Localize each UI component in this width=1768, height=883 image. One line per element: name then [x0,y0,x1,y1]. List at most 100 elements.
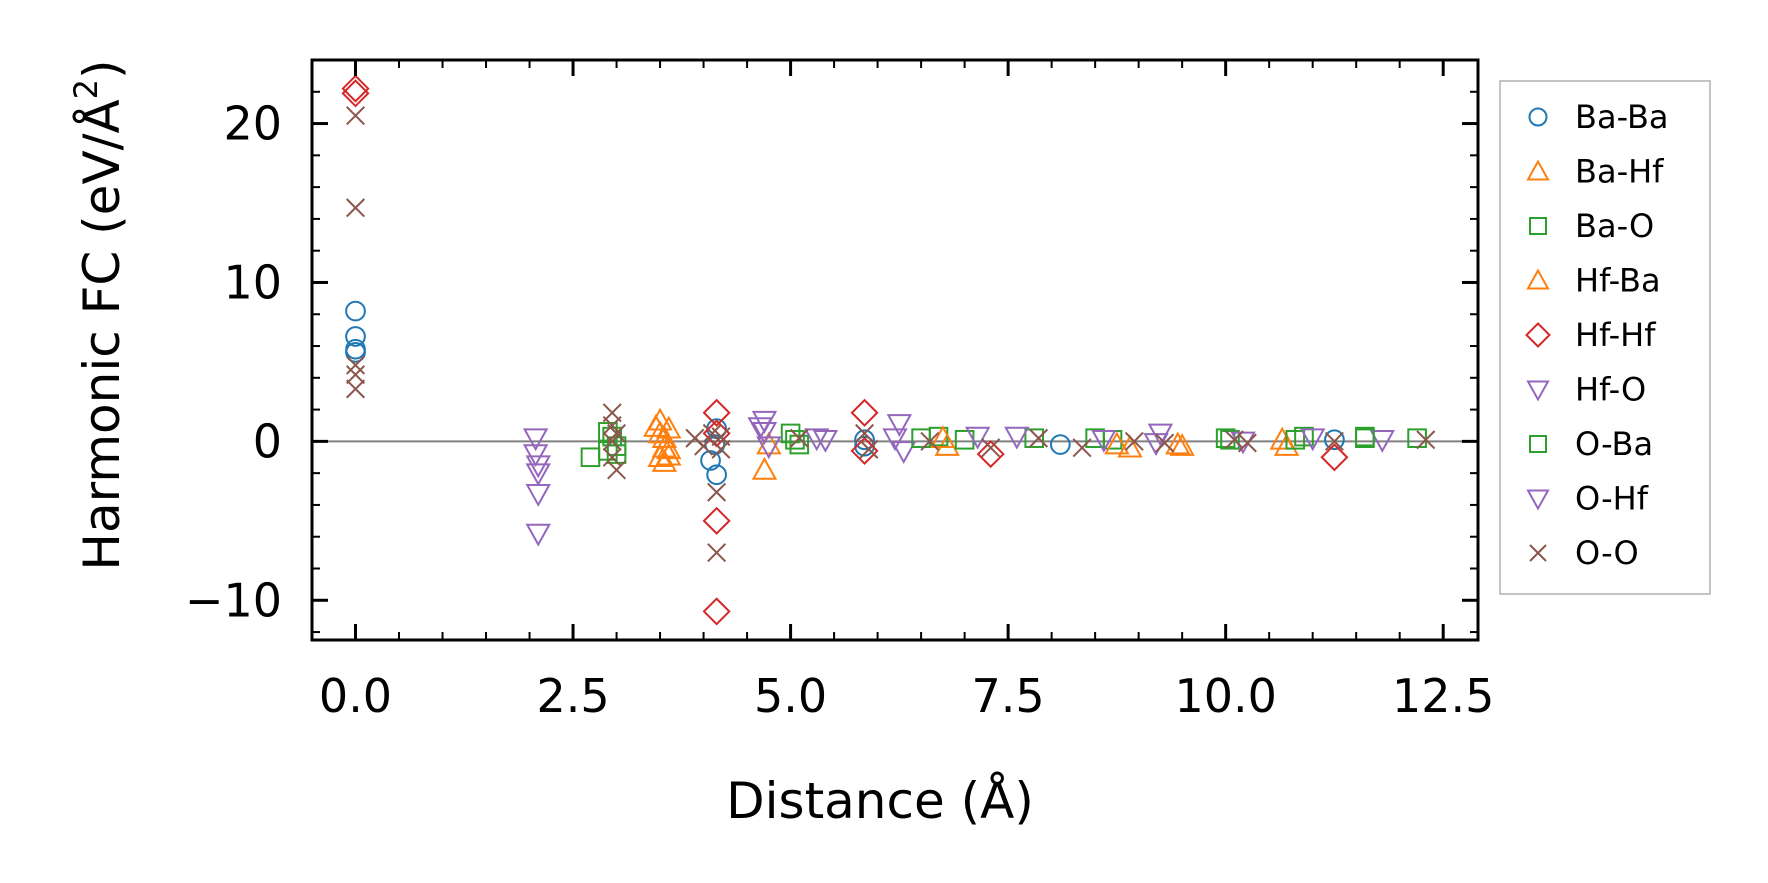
point-hf-ba [1165,431,1191,455]
point-o-o [345,365,366,385]
series-hf-ba [643,414,1295,468]
legend-item-ba-o: Ba-O [1529,207,1654,245]
point-o-o [345,379,366,399]
point-o-o [711,439,731,459]
point-hf-hf [850,436,879,465]
point-hf-hf [1320,443,1349,472]
axes-border [310,58,1480,642]
legend-item-o-ba: O-Ba [1529,425,1653,463]
point-o-o [1155,433,1175,453]
point-ba-o [789,434,810,455]
legend: Ba-Ba Ba-Hf Ba-O Hf-Ba Hf-Hf Hf-O O-Ba O-Hf O-O [1499,80,1711,595]
point-ba-ba [706,464,727,486]
x-tick-label: 10.0 [1174,669,1276,723]
plot-area [312,74,1478,626]
legend-label-o-hf: O-Hf [1575,480,1649,518]
point-hf-hf [850,398,879,427]
point-hf-o [525,455,551,479]
point-hf-o [886,414,913,437]
point-o-o [607,460,627,480]
legend-item-hf-o: Hf-O [1526,371,1646,409]
point-ba-ba [345,300,366,322]
point-hf-ba [756,431,782,455]
y-tick-labels: −10 0 10 20 [185,97,282,628]
point-o-o [345,106,366,126]
point-o-o [920,431,940,451]
point-o-o [855,423,875,443]
point-o-ba [1285,429,1306,450]
y-tick-label: 20 [223,97,282,151]
point-o-hf [964,426,991,450]
y-axis-label: Harmonic FC (eV/Å2) [67,59,131,570]
legend-item-ba-hf: Ba-Hf [1526,153,1664,191]
legend-item-hf-hf: Hf-Hf [1525,316,1656,354]
point-hf-o [1369,429,1395,453]
legend-marker-hf-hf [1525,322,1551,348]
point-o-o [707,543,727,563]
point-ba-ba [345,326,366,347]
point-hf-hf [702,398,731,427]
point-ba-ba [700,450,721,471]
point-o-hf [812,429,839,453]
point-hf-o [525,523,551,547]
point-o-o [345,355,366,375]
axis-ticks [312,59,1478,640]
x-tick-label: 7.5 [972,669,1045,723]
legend-label-o-o: O-O [1575,534,1639,572]
point-ba-ba [854,435,875,457]
legend-item-ba-ba: Ba-Ba [1528,98,1669,136]
point-o-o [1029,428,1049,448]
point-ba-ba [1324,429,1345,451]
point-o-ba [785,429,805,450]
point-o-ba [911,428,931,448]
point-hf-o [1004,426,1030,450]
point-o-o [789,428,809,448]
point-hf-o [751,422,778,445]
legend-marker-o-hf [1526,489,1550,511]
point-o-o [345,198,366,218]
legend-label-hf-o: Hf-O [1575,371,1646,409]
series-o-o [345,106,1436,563]
point-hf-o [522,444,549,468]
legend-item-hf-ba: Hf-Ba [1526,262,1661,300]
y-axis-label-superscript: 2 [67,79,105,99]
point-ba-ba [345,342,366,363]
point-ba-hf [1169,433,1195,456]
point-o-o [694,436,714,456]
y-tick-label: 10 [223,255,282,309]
point-ba-o [1024,428,1045,448]
point-hf-o [756,436,782,460]
legend-marker-hf-ba [1526,268,1550,290]
point-o-o [1416,430,1436,450]
point-o-hf [1299,428,1326,452]
legend-marker-ba-ba [1528,107,1548,127]
legend-label-ba-hf: Ba-Hf [1575,153,1664,191]
point-hf-hf [341,79,370,108]
x-axis-label: Distance (Å) [726,772,1034,830]
y-tick-label: 0 [253,414,282,468]
point-hf-hf [702,597,731,626]
x-tick-label: 2.5 [536,669,609,723]
point-o-hf [1091,429,1117,453]
point-ba-ba [1049,434,1071,455]
point-hf-o [525,463,551,487]
point-hf-hf [702,506,731,535]
point-o-o [1124,431,1144,451]
point-o-o [981,438,1001,458]
x-tick-label: 5.0 [754,669,827,723]
point-o-o [707,482,727,502]
point-o-o [607,423,627,443]
point-o-o [1224,430,1244,450]
point-ba-ba [854,429,875,451]
point-hf-o [803,428,830,452]
point-ba-hf [751,456,778,480]
point-hf-ba [930,425,956,448]
y-axis-label-close: ) [73,59,131,79]
x-tick-label: 12.5 [1392,669,1494,723]
legend-label-hf-hf: Hf-Hf [1575,316,1656,354]
point-o-ba [1220,429,1240,450]
point-o-o [1324,431,1344,451]
x-tick-label: 0.0 [319,669,392,723]
legend-marker-o-o [1529,544,1547,562]
point-o-ba [1085,428,1105,448]
